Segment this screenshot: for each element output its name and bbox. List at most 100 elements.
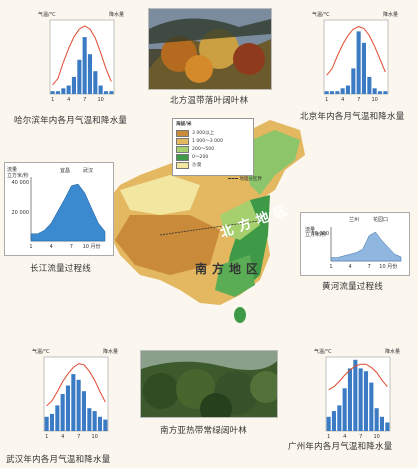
- north-forest-caption: 北方温带落叶阔叶林: [170, 96, 249, 106]
- precip-bar: [82, 37, 87, 94]
- month-tick-label: 10: [97, 97, 103, 103]
- month-tick-label: 4: [341, 97, 344, 103]
- legend-item: 0～200: [176, 153, 253, 161]
- month-tick-label: 7: [83, 97, 86, 103]
- x-tick-label: 1: [329, 264, 332, 270]
- chart-frame: [43, 356, 109, 432]
- precip-bar: [329, 91, 334, 94]
- precip-bar: [361, 42, 366, 94]
- precip-bar: [377, 91, 382, 94]
- station-label: 武汉: [83, 167, 93, 174]
- precip-bar: [345, 85, 350, 94]
- precip-bar: [367, 76, 372, 94]
- precip-bar: [372, 88, 377, 94]
- precip-bar: [335, 91, 340, 94]
- temp-axis-label: 气温/°C: [312, 11, 330, 18]
- precip-bar: [66, 85, 71, 94]
- month-tick-label: 1: [45, 434, 48, 440]
- flow-unit-label: 立方米/秒: [305, 231, 327, 238]
- flow-unit-label: 流量: [305, 226, 315, 233]
- y-tick-label: 20 000: [12, 210, 30, 216]
- month-tick-label: 1: [327, 434, 330, 440]
- month-tick-label: 1: [51, 97, 54, 103]
- temperature-line: [46, 363, 106, 407]
- precip-bar: [71, 374, 76, 431]
- precip-bar: [87, 54, 92, 94]
- flow-unit-label: 流量: [7, 166, 17, 173]
- station-label: 兰州: [349, 216, 359, 223]
- south-forest-photo: [140, 350, 278, 418]
- month-tick-label: 10: [371, 97, 377, 103]
- precip-bar: [93, 71, 98, 94]
- month-tick-label: 4: [343, 434, 346, 440]
- precip-bar: [50, 91, 55, 94]
- precip-bar: [92, 411, 97, 431]
- precip-bar: [49, 413, 54, 431]
- precip-bar: [324, 91, 329, 94]
- x-tick-label: 7: [368, 264, 371, 270]
- precip-bar: [61, 88, 66, 94]
- precip-bar: [358, 368, 363, 431]
- x-tick-label: 4: [50, 244, 53, 250]
- map-label-south: 南方地区: [195, 262, 264, 276]
- temp-axis-label: 气温/°C: [38, 11, 56, 18]
- temp-axis-label: 气温/°C: [314, 348, 332, 355]
- precip-bar: [77, 59, 82, 94]
- precip-bar: [98, 85, 103, 94]
- month-tick-label: 4: [67, 97, 70, 103]
- temp-axis-label: 气温/°C: [32, 348, 50, 355]
- month-tick-label: 7: [77, 434, 80, 440]
- beijing-climate-chart: 气温/°C 降水量 1 4 7 10: [310, 8, 400, 108]
- harbin-caption: 哈尔滨年内各月气温和降水量: [14, 116, 128, 126]
- legend-item: 200～500: [176, 145, 253, 153]
- station-label: 宜昌: [60, 167, 70, 174]
- x-tick-label: 10 月份: [83, 243, 101, 250]
- yellow-flow-area: [330, 231, 402, 262]
- chart-frame: [49, 19, 115, 95]
- prec-axis-label: 降水量: [383, 11, 398, 18]
- x-tick-label: 7: [70, 244, 73, 250]
- temperature-line: [52, 25, 112, 86]
- month-tick-label: 1: [325, 97, 328, 103]
- guangzhou-caption: 广州年内各月气温和降水量: [288, 442, 393, 452]
- precip-bar: [340, 88, 345, 94]
- chart-frame: [325, 356, 391, 432]
- beijing-caption: 北京年内各月气温和降水量: [300, 112, 405, 122]
- south-forest-caption: 南方亚热带常绿阔叶林: [160, 426, 248, 436]
- yangtze-flow-chart: 流量 立方米/秒 宜昌 武汉 40 000 20 000 1 4 7 10 月份: [4, 162, 114, 256]
- precip-bar: [87, 408, 92, 431]
- prec-axis-label: 降水量: [385, 348, 400, 355]
- north-forest-image: [149, 9, 271, 89]
- precip-bar: [331, 411, 336, 431]
- precip-bar: [379, 416, 384, 431]
- precip-bar: [103, 419, 108, 431]
- legend-item: 沙漠: [176, 161, 253, 169]
- precip-bar: [353, 359, 358, 431]
- wuhan-climate-chart: 气温/°C 降水量 1 4 7 10: [30, 345, 120, 445]
- yellow-flow-chart: 流量 立方米/秒 兰州 花园口 10 000 1 4 7 10 月份: [300, 212, 410, 276]
- prec-axis-label: 降水量: [109, 11, 124, 18]
- precip-bar: [81, 391, 86, 431]
- precip-bar: [337, 405, 342, 431]
- wuhan-caption: 武汉年内各月气温和降水量: [6, 455, 111, 465]
- china-relief-map: 北方地区 南方地区: [100, 115, 310, 340]
- precip-bar: [44, 416, 49, 431]
- chart-frame: [323, 19, 389, 95]
- precip-bar: [383, 91, 388, 94]
- precip-bar: [65, 385, 70, 431]
- precip-bar: [60, 394, 65, 431]
- legend-item: 3 000以上: [176, 129, 253, 137]
- month-tick-label: 7: [359, 434, 362, 440]
- guangzhou-climate-chart: 气温/°C 降水量 1 4 7 10: [312, 345, 402, 445]
- precip-bar: [103, 91, 108, 94]
- harbin-climate-chart: 气温/°C 降水量 1 4 7 10: [36, 8, 126, 108]
- map-svg: [105, 120, 305, 323]
- precip-bar: [342, 388, 347, 431]
- month-tick-label: 10: [373, 434, 379, 440]
- precip-bar: [369, 382, 374, 431]
- prec-axis-label: 降水量: [103, 348, 118, 355]
- x-tick-label: 1: [29, 244, 32, 250]
- precip-bar: [351, 68, 356, 94]
- month-tick-label: 7: [357, 97, 360, 103]
- month-tick-label: 10: [91, 434, 97, 440]
